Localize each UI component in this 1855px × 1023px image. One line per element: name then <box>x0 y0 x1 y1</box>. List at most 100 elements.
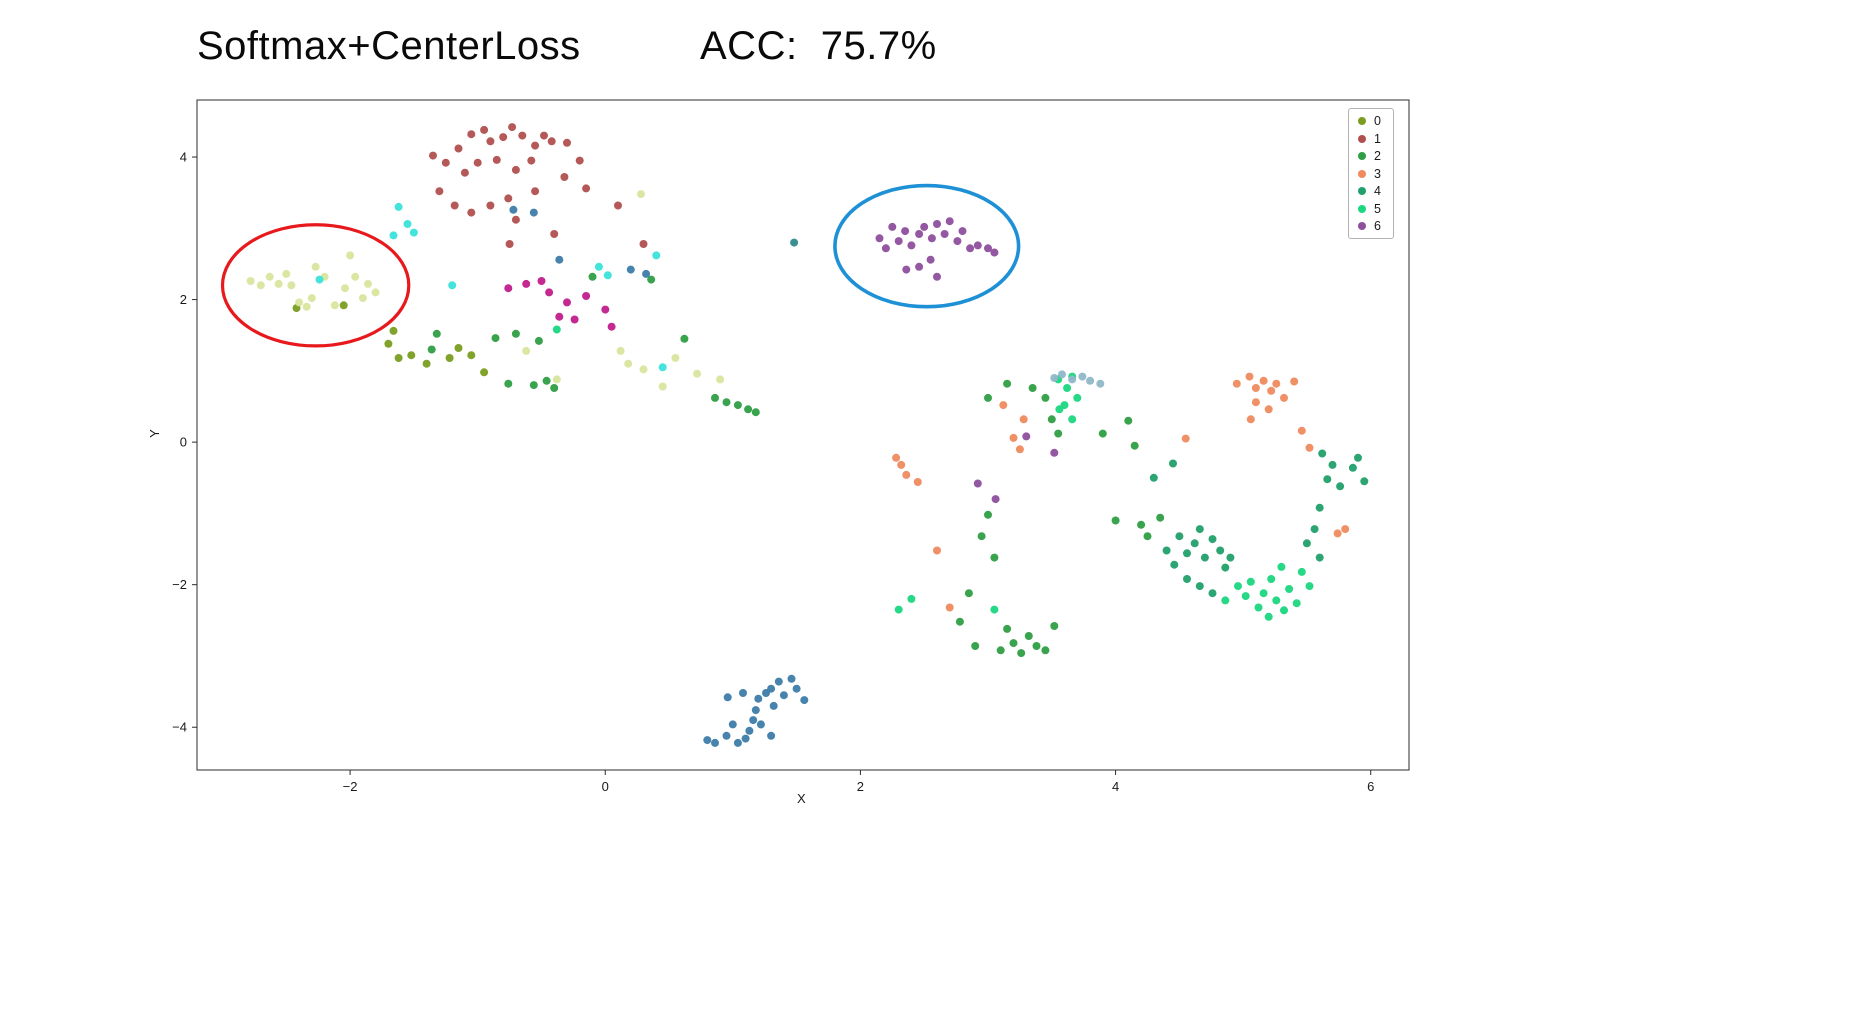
scatter-point-class-2 <box>1054 429 1063 438</box>
y-tick-label: 4 <box>180 150 187 165</box>
scatter-point-class-1 <box>527 156 536 165</box>
legend-item-4: 4 <box>1358 184 1381 198</box>
scatter-point-steel-blue <box>751 706 760 715</box>
scatter-point-magenta <box>537 277 546 285</box>
scatter-point-class-6 <box>888 222 897 231</box>
scatter-point-cyan <box>448 281 457 290</box>
scatter-point-class-4 <box>1360 477 1369 486</box>
scatter-point-class-2 <box>1024 632 1033 640</box>
scatter-point-cyan <box>594 262 603 271</box>
scatter-point-pale-green <box>307 294 316 303</box>
scatter-point-class-4 <box>1208 535 1217 544</box>
scatter-point-class-3 <box>945 603 954 612</box>
scatter-point-class-3 <box>897 460 906 469</box>
legend-dot-icon <box>1358 152 1366 160</box>
scatter-point-class-6 <box>991 495 1000 504</box>
scatter-point-class-1 <box>441 158 450 167</box>
scatter-point-class-3 <box>1259 376 1268 385</box>
scatter-point-class-2 <box>432 329 441 338</box>
scatter-point-class-0 <box>467 351 476 360</box>
scatter-point-class-2 <box>751 408 760 417</box>
scatter-point-class-3 <box>1232 379 1241 388</box>
scatter-point-steel-blue <box>703 736 712 745</box>
legend-dot-icon <box>1358 169 1366 178</box>
x-tick-label: 6 <box>1367 779 1374 794</box>
red-ellipse <box>220 223 411 348</box>
scatter-point-class-1 <box>550 230 559 238</box>
scatter-point-class-5 <box>1073 393 1082 402</box>
scatter-point-class-6 <box>927 234 936 243</box>
scatter-point-steel-blue <box>749 716 758 725</box>
scatter-point-class-6 <box>901 227 910 236</box>
scatter-point-class-1 <box>473 158 482 167</box>
y-tick-label: −2 <box>172 577 187 592</box>
scatter-point-class-3 <box>1297 426 1306 435</box>
scatter-point-class-2 <box>1032 642 1041 650</box>
scatter-point-class-2 <box>977 532 986 541</box>
scatter-point-class-3 <box>1264 405 1273 414</box>
scatter-point-pale-green <box>311 262 320 271</box>
scatter-point-class-5 <box>907 594 916 603</box>
scatter-point-class-3 <box>1246 415 1255 424</box>
y-tick-label: 2 <box>180 292 187 307</box>
scatter-point-class-6 <box>933 220 941 228</box>
scatter-point-class-2 <box>733 401 742 410</box>
scatter-point-pale-green <box>671 354 680 362</box>
scatter-point-class-2 <box>1028 384 1037 392</box>
scatter-point-class-1 <box>429 151 437 160</box>
scatter-point-class-4 <box>1175 532 1184 541</box>
scatter-point-steel-blue <box>741 734 750 743</box>
scatter-point-class-3 <box>1181 434 1190 443</box>
scatter-point-class-2 <box>971 642 980 650</box>
scatter-point-class-6 <box>1050 448 1059 457</box>
legend-label: 3 <box>1374 166 1381 181</box>
scatter-point-class-2 <box>1017 649 1026 658</box>
scatter-point-pale-green <box>256 281 265 290</box>
scatter-point-class-0 <box>480 368 489 377</box>
scatter-point-class-5 <box>1280 606 1288 615</box>
scatter-point-class-4 <box>1318 449 1327 458</box>
scatter-point-class-5 <box>894 605 903 614</box>
scatter-point-class-5 <box>1277 562 1286 571</box>
scatter-point-class-2 <box>964 589 973 598</box>
scatter-point-blue-gray <box>1086 376 1095 385</box>
scatter-point-class-1 <box>435 187 444 196</box>
scatter-point-pale-green <box>616 346 625 355</box>
scatter-point-pale-green <box>371 288 380 297</box>
scatter-point-class-1 <box>547 137 556 146</box>
scatter-point-class-5 <box>1259 589 1268 598</box>
scatter-point-class-2 <box>996 646 1005 655</box>
scatter-point-class-3 <box>1280 393 1288 402</box>
legend-label: 5 <box>1374 201 1381 216</box>
blue-ellipse <box>833 183 1021 309</box>
legend-label: 4 <box>1374 184 1381 198</box>
scatter-point-class-3 <box>1341 525 1350 534</box>
scatter-point-class-1 <box>560 173 569 181</box>
scatter-point-class-2 <box>1041 646 1050 655</box>
scatter-point-pale-green <box>364 279 372 288</box>
chart-title: Softmax+CenterLoss <box>197 24 581 68</box>
scatter-point-class-2 <box>722 398 731 407</box>
accuracy-label: ACC: 75.7% <box>700 24 937 68</box>
scatter-point-magenta <box>522 279 531 288</box>
scatter-point-steel-blue <box>774 677 783 686</box>
scatter-point-class-3 <box>1272 379 1281 388</box>
legend-item-2: 2 <box>1358 149 1381 163</box>
scatter-point-class-4 <box>1183 549 1191 558</box>
scatter-point-cyan <box>403 220 412 228</box>
scatter-point-class-4 <box>1354 453 1362 462</box>
scatter-point-class-6 <box>958 227 967 236</box>
scatter-point-class-2 <box>711 393 719 402</box>
scatter-point-class-5 <box>1221 596 1230 605</box>
scatter-point-class-0 <box>422 359 431 368</box>
scatter-point-class-1 <box>460 168 469 177</box>
x-tick-label: 4 <box>1112 779 1119 794</box>
x-tick-label: 2 <box>857 779 864 794</box>
scatter-point-class-6 <box>966 244 975 253</box>
scatter-point-magenta <box>570 315 579 324</box>
scatter-point-steel-blue <box>642 269 651 278</box>
scatter-point-cyan <box>394 202 403 211</box>
scatter-point-class-2 <box>990 553 999 562</box>
scatter-point-class-6 <box>984 244 992 253</box>
scatter-point-class-1 <box>504 194 513 203</box>
